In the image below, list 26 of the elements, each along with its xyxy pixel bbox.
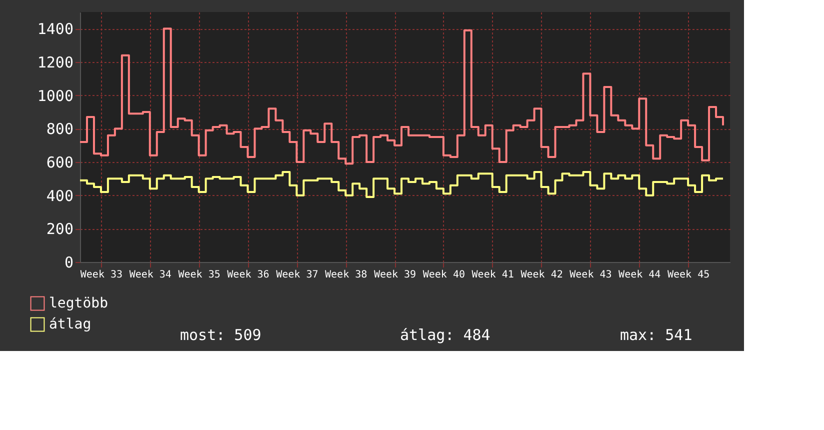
x-tick-label: Week 38: [325, 270, 368, 280]
x-tick-label: Week 33: [80, 270, 123, 280]
text: most: 509: [180, 326, 262, 344]
x-tick-label: Week 34: [129, 270, 172, 280]
text: max: 541: [620, 326, 692, 344]
legend-label: átlag: [49, 316, 92, 332]
x-tick-label: Week 42: [520, 270, 563, 280]
text: átlag: 484: [400, 326, 490, 344]
x-tick-label: Week 45: [667, 270, 710, 280]
x-tick-label: Week 37: [276, 270, 318, 280]
y-tick-label: 200: [46, 220, 74, 238]
x-tick-label: Week 43: [570, 270, 612, 280]
y-tick-label: 600: [46, 154, 74, 172]
x-tick-label: Week 41: [472, 270, 514, 280]
x-tick-label: Week 39: [374, 270, 416, 280]
y-tick-label: 1200: [37, 54, 74, 72]
y-tick-label: 1400: [37, 20, 74, 38]
y-tick-label: 400: [46, 186, 74, 205]
y-tick-label: 800: [46, 120, 74, 138]
x-tick-label: Week 40: [422, 270, 466, 280]
y-tick-label: 0: [64, 254, 74, 272]
x-tick-label: Week 35: [178, 270, 220, 280]
legend-label: legtöbb: [49, 296, 108, 312]
x-tick-label: Week 36: [227, 270, 270, 280]
x-tick-label: Week 44: [618, 270, 661, 280]
y-tick-label: 1000: [37, 86, 74, 105]
